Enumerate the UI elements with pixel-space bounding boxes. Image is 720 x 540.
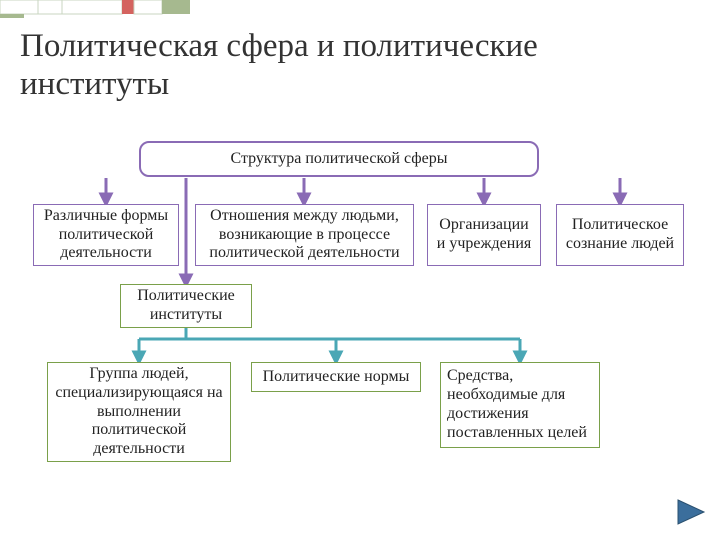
slide: Политическая сфера и политические инстит… [0,0,720,540]
level2-box-0: Группа людей, специализирующаяся на выпо… [47,362,231,462]
level1-box-3: Политическое сознание людей [556,204,684,266]
level2-box-1: Политические нормы [251,362,421,392]
level1-box-0: Различные формы политической деятельност… [33,204,179,266]
level1-box-2: Организации и учреждения [427,204,541,266]
root-box: Структура политической сферы [139,141,539,177]
corner-deco [0,0,200,18]
level2-box-2: Средства, необходимые для достижения пос… [440,362,600,448]
next-slide-button[interactable] [676,498,706,526]
page-title: Политическая сфера и политические инстит… [20,28,680,104]
institutes-box: Политические институты [120,284,252,328]
level1-box-1: Отношения между людьми, возникающие в пр… [195,204,414,266]
